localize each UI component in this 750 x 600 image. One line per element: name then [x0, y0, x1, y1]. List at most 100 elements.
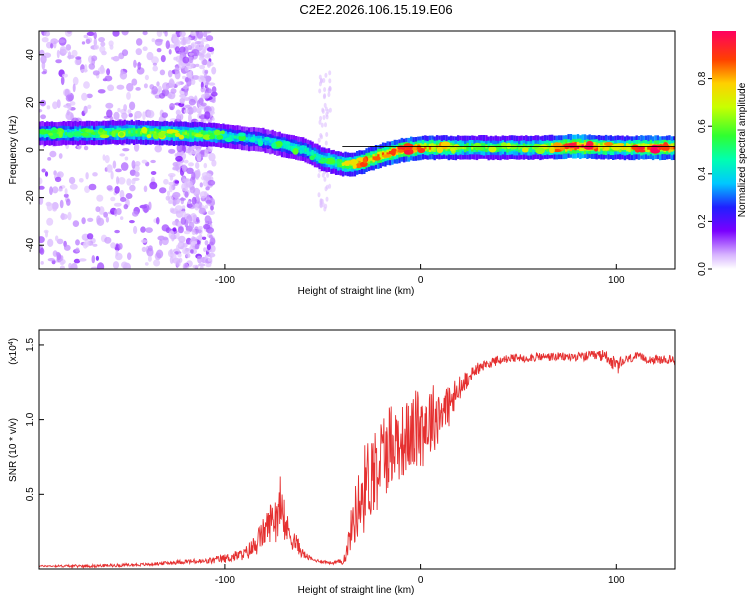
spectrogram-ridge-core — [504, 146, 507, 150]
spectrogram-ridge-core — [522, 145, 526, 149]
snr-y-ticks: 0.5 1.0 1.5 — [25, 338, 44, 501]
spectrogram-noise-blob — [58, 153, 63, 159]
spectrogram-peak-blob — [220, 130, 225, 135]
spectrogram-y-tick-label: 20 — [25, 96, 36, 108]
spectrogram-ridge-core — [203, 132, 206, 136]
spectrogram-noise-blob — [112, 261, 120, 269]
spectrogram-noise-blob — [40, 114, 46, 120]
spectrogram-noise-blob — [208, 217, 212, 226]
spectrogram-noise-blob — [205, 199, 212, 204]
spectrogram-peak-blob — [456, 146, 463, 150]
spectrogram-noise-blob — [156, 48, 162, 53]
spectrogram-noise-blob — [99, 45, 106, 54]
spectrogram-noise-blob — [198, 56, 203, 61]
spectrogram-peak-blob — [436, 146, 444, 154]
spectrogram-ridge-core — [518, 146, 521, 150]
spectrogram-peak-blob — [549, 146, 555, 154]
spectrogram-noise-blob — [196, 235, 204, 241]
spectrogram-noise-blob — [63, 244, 71, 251]
spectrogram-noise-blob — [112, 31, 120, 37]
spectrogram-noise-blob — [209, 197, 216, 207]
spectrogram-ridge-core — [302, 148, 305, 152]
spectrogram-noise-blob — [156, 249, 164, 259]
spectrogram-ridge-core — [473, 146, 476, 150]
spectrogram-noise-blob — [204, 240, 209, 246]
spectrogram-noise-blob — [67, 51, 72, 60]
spectrogram-noise-blob — [190, 78, 196, 85]
spectrogram-noise-blob — [155, 38, 164, 43]
spectrogram-noise-blob — [328, 107, 332, 113]
spectrogram-noise-blob — [168, 200, 173, 205]
spectrogram-noise-blob — [88, 183, 97, 191]
spectrogram-ridge-core — [424, 145, 427, 150]
spectrogram-noise-blob — [110, 196, 116, 202]
spectrogram-noise-blob — [207, 258, 212, 262]
spectrogram-noise-blob — [83, 145, 89, 151]
spectrogram-noise-blob — [110, 242, 116, 249]
spectrogram-ridge-core — [670, 146, 674, 150]
spectrogram-ridge-core — [673, 146, 675, 150]
spectrogram-noise-blob — [204, 149, 209, 158]
spectrogram-noise-blob — [168, 148, 176, 154]
spectrogram-noise-blob — [182, 75, 186, 80]
spectrogram-noise-blob — [201, 60, 207, 65]
spectrogram-noise-blob — [204, 204, 209, 209]
spectrogram-noise-blob — [150, 171, 157, 175]
spectrogram-noise-blob — [190, 42, 197, 48]
spectrogram-noise-blob — [47, 238, 54, 247]
spectrogram-noise-blob — [41, 61, 46, 70]
spectrogram-noise-blob — [39, 247, 45, 255]
spectrogram-noise-blob — [177, 252, 182, 258]
spectrogram-noise-blob — [171, 252, 177, 261]
spectrogram-noise-blob — [52, 101, 58, 110]
spectrogram-y-tick-label: -40 — [25, 238, 36, 253]
spectrogram-noise-blob — [55, 235, 59, 242]
spectrogram-noise-blob — [68, 176, 76, 185]
spectrogram-noise-blob — [132, 210, 139, 217]
spectrogram-noise-blob — [96, 215, 101, 225]
spectrogram-noise-blob — [158, 92, 166, 99]
spectrogram-ridge-core — [189, 133, 192, 137]
spectrogram-noise-blob — [182, 85, 188, 90]
snr-y-scale-suffix: ) — [8, 338, 19, 341]
spectrogram-noise-blob — [57, 188, 63, 192]
spectrogram-peak-blob — [174, 132, 181, 137]
spectrogram-noise-blob — [207, 179, 216, 186]
spectrogram-noise-blob — [186, 253, 191, 258]
spectrogram-noise-blob — [65, 94, 74, 102]
spectrogram-peak-blob — [98, 128, 104, 133]
spectrogram-noise-blob — [167, 93, 173, 99]
spectrogram-noise-blob — [207, 252, 216, 258]
spectrogram-ridge-core — [527, 145, 530, 149]
spectrogram-peak-blob — [352, 164, 357, 169]
spectrogram-noise-blob — [74, 58, 81, 66]
spectrogram-noise-blob — [118, 177, 126, 185]
spectrogram-noise-blob — [205, 35, 214, 42]
spectrogram-noise-blob — [182, 56, 190, 64]
spectrogram-peak-blob — [474, 146, 485, 151]
spectrogram-noise-blob — [65, 111, 74, 121]
spectrogram-noise-blob — [156, 217, 160, 225]
spectrogram-peak-blob — [318, 159, 328, 163]
spectrogram-noise-blob — [123, 204, 129, 210]
spectrogram-ridge-core — [114, 130, 117, 134]
spectrogram-noise-blob — [114, 186, 120, 194]
spectrogram-noise-blob — [207, 145, 213, 153]
spectrogram-noise-blob — [84, 185, 91, 193]
spectrogram-noise-blob — [323, 102, 327, 108]
spectrogram-noise-blob — [56, 238, 64, 245]
spectrogram-peak-blob — [501, 142, 507, 148]
spectrogram-noise-blob — [75, 56, 82, 60]
spectrogram-ridge-core — [358, 160, 361, 164]
spectrogram-noise-blob — [142, 31, 148, 36]
spectrogram-ridge-core — [222, 133, 225, 137]
spectrogram-noise-blob — [152, 65, 158, 72]
spectrogram-x-tick-label: 0 — [418, 275, 424, 286]
spectrogram-ridge-core — [628, 146, 631, 150]
spectrogram-noise-blob — [198, 111, 202, 116]
spectrogram-ridge-core — [450, 145, 453, 149]
spectrogram-noise-blob — [149, 181, 158, 190]
spectrogram-ridge-core — [210, 133, 213, 137]
spectrogram-peak-blob — [209, 135, 215, 140]
